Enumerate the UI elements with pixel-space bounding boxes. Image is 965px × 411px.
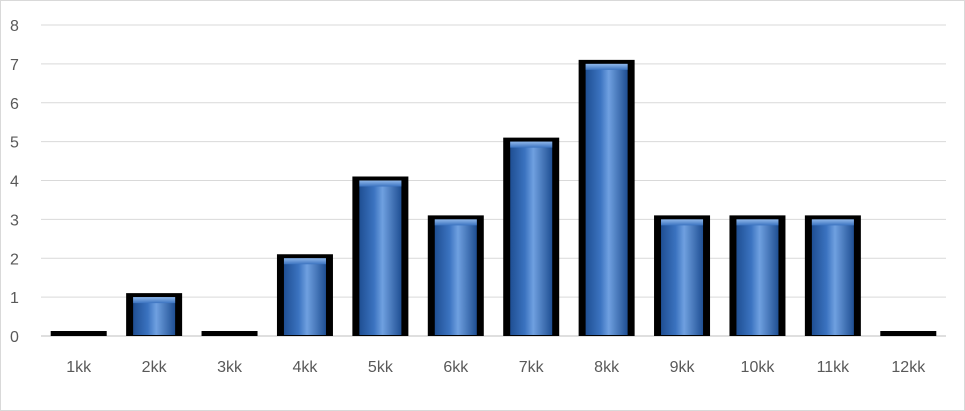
bar-4kk — [276, 254, 333, 336]
bar-cap — [510, 141, 553, 148]
x-axis-tick-labels: 1kk 2kk 3kk 4kk 5kk 6kk 7kk 8kk 9kk 10kk 11kk 12kk — [66, 359, 926, 376]
x-tick-label: 4kk — [293, 359, 319, 376]
y-tick-label: 3 — [10, 212, 19, 229]
bar-10kk — [729, 215, 786, 336]
bar-fill — [133, 297, 176, 335]
bar-fill — [736, 219, 779, 335]
x-tick-label: 1kk — [66, 359, 92, 376]
bar-cap — [283, 258, 326, 265]
bar-2kk — [126, 293, 183, 336]
x-tick-label: 12kk — [891, 359, 926, 376]
bar-cap — [585, 63, 628, 70]
bar-8kk — [578, 59, 635, 336]
bar-border — [50, 331, 107, 336]
bar-cap — [736, 219, 779, 226]
x-tick-label: 7kk — [519, 359, 545, 376]
bar-cap — [434, 219, 477, 226]
y-tick-label: 0 — [10, 329, 19, 346]
bar-fill — [434, 219, 477, 335]
bar-cap — [661, 219, 704, 226]
x-tick-label: 5kk — [368, 359, 394, 376]
y-tick-label: 4 — [10, 174, 19, 191]
bar-fill — [811, 219, 854, 335]
x-tick-label: 10kk — [741, 359, 776, 376]
bar-11kk — [804, 215, 861, 336]
y-tick-label: 7 — [10, 57, 19, 74]
x-tick-label: 3kk — [217, 359, 243, 376]
bar-9kk — [654, 215, 711, 336]
x-tick-label: 2kk — [142, 359, 168, 376]
bar-border — [880, 331, 937, 336]
bar-fill — [661, 219, 704, 335]
y-tick-label: 2 — [10, 251, 19, 268]
x-tick-label: 11kk — [817, 359, 851, 376]
bar-12kk — [880, 331, 937, 336]
bar-fill — [359, 180, 402, 335]
y-tick-label: 6 — [10, 96, 19, 113]
bar-6kk — [427, 215, 484, 336]
x-tick-label: 6kk — [443, 359, 469, 376]
y-tick-label: 5 — [10, 135, 19, 152]
bar-3kk — [201, 331, 258, 336]
x-tick-label: 9kk — [670, 359, 696, 376]
bar-border — [201, 331, 258, 336]
bar-7kk — [503, 137, 560, 336]
bars — [50, 59, 937, 336]
bar-5kk — [352, 176, 409, 336]
bar-1kk — [50, 331, 107, 336]
bar-cap — [811, 219, 854, 226]
bar-cap — [133, 297, 176, 304]
bar-fill — [585, 63, 628, 335]
bar-cap — [359, 180, 402, 187]
gridlines — [41, 24, 946, 337]
bar-fill — [283, 258, 326, 335]
y-tick-label: 8 — [10, 18, 19, 35]
y-tick-label: 1 — [10, 290, 19, 307]
bar-fill — [510, 141, 553, 335]
x-tick-label: 8kk — [594, 359, 620, 376]
y-axis-tick-labels: 0 1 2 3 4 5 6 7 8 — [10, 18, 19, 346]
